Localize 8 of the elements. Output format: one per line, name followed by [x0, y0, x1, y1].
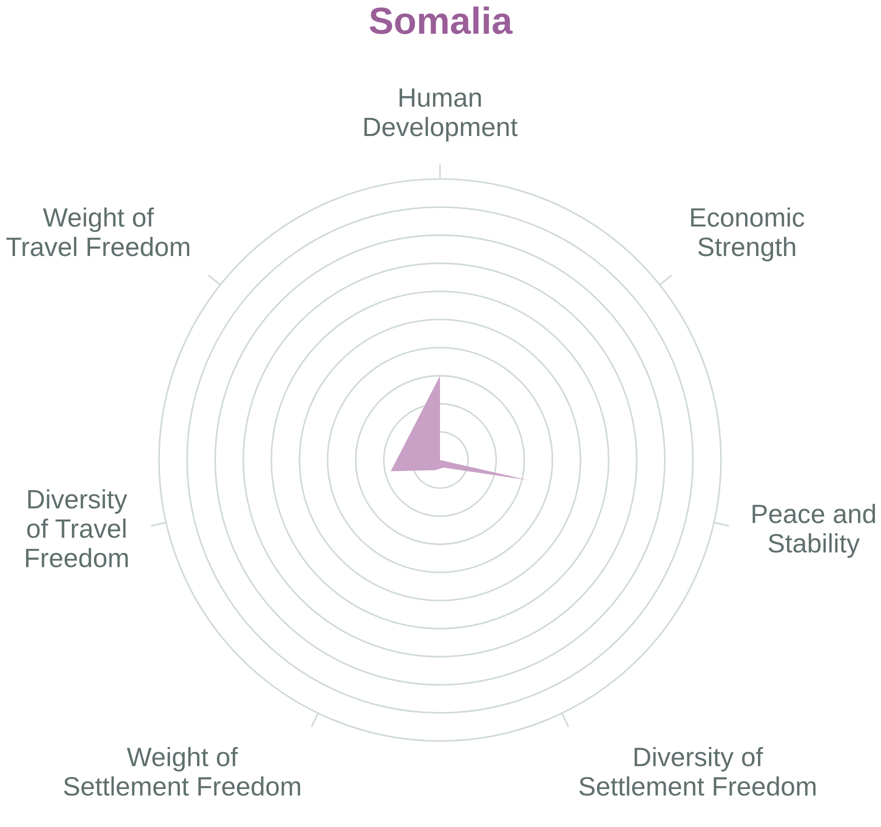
- chart-title: Somalia: [370, 6, 513, 34]
- spoke-label: Weight of Settlement Freedom: [64, 746, 300, 796]
- spoke-label: Peace and Stability: [752, 504, 875, 558]
- spoke-label: Economic Strength: [691, 207, 804, 262]
- spoke-label: Diversity of Travel Freedom: [26, 489, 128, 568]
- spoke-label: Diversity of Settlement Freedom: [579, 746, 816, 796]
- spoke-label: Human Development: [364, 88, 518, 142]
- spoke-label: Weight of Travel Freedom: [6, 207, 190, 256]
